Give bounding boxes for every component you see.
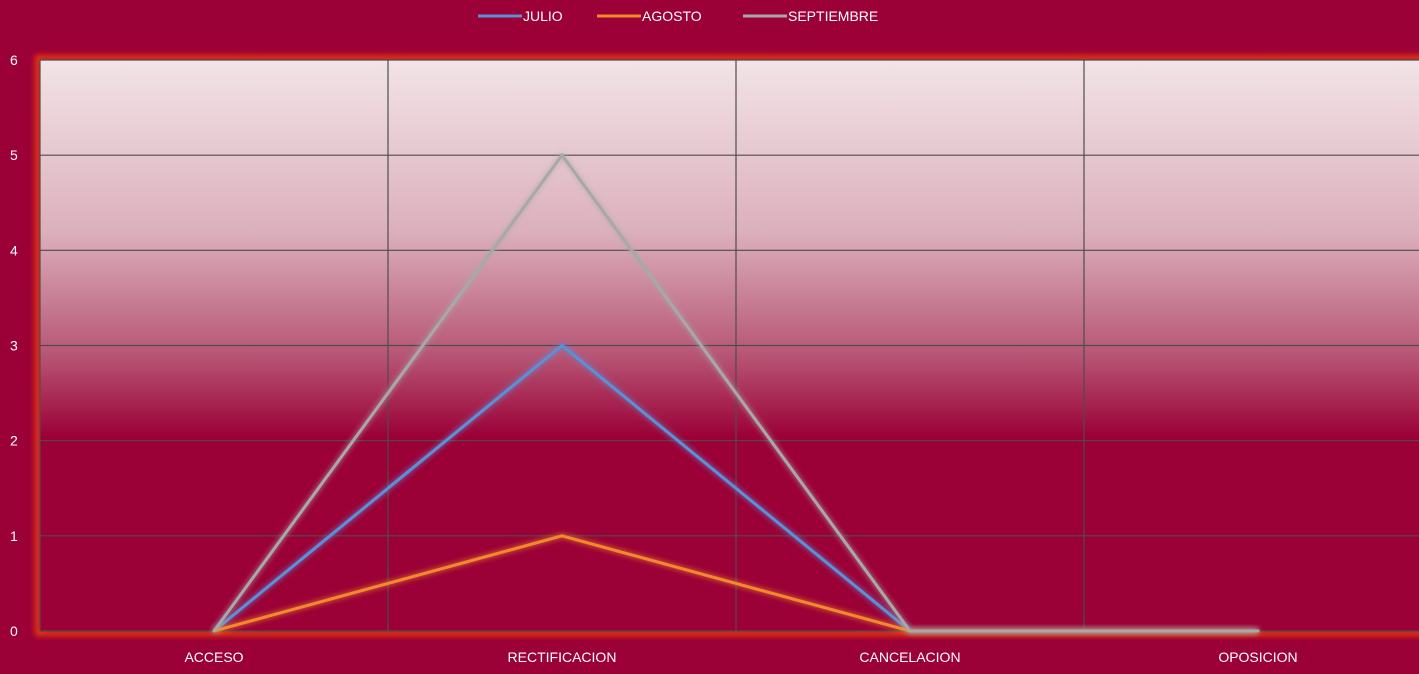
- y-tick-label: 5: [10, 147, 18, 163]
- y-tick-label: 4: [10, 242, 18, 258]
- x-axis: ACCESO RECTIFICACION CANCELACION OPOSICION: [184, 649, 1297, 665]
- gridlines: [39, 59, 1419, 632]
- y-tick-label: 1: [10, 528, 18, 544]
- y-axis: 0 1 2 3 4 5 6: [10, 52, 18, 639]
- series-line-septiembre: [212, 152, 1258, 633]
- data-point: [560, 534, 564, 538]
- y-tick-label: 3: [10, 338, 18, 354]
- data-point: [560, 153, 564, 157]
- legend-label: JULIO: [523, 8, 563, 24]
- y-tick-label: 6: [10, 52, 18, 68]
- x-tick-label: RECTIFICACION: [508, 649, 617, 665]
- y-tick-label: 2: [10, 433, 18, 449]
- series-lines: [212, 152, 1260, 633]
- x-tick-label: ACCESO: [184, 649, 243, 665]
- data-point: [212, 629, 216, 633]
- x-tick-label: OPOSICION: [1218, 649, 1297, 665]
- plot-area-glow: [35, 55, 1419, 636]
- legend-label: AGOSTO: [642, 8, 702, 24]
- legend-label: SEPTIEMBRE: [788, 8, 878, 24]
- data-point: [908, 629, 912, 633]
- x-tick-label: CANCELACION: [859, 649, 960, 665]
- data-point: [560, 344, 564, 347]
- y-tick-label: 0: [10, 623, 18, 639]
- legend: JULIO AGOSTO SEPTIEMBRE: [478, 8, 878, 24]
- data-point: [1256, 629, 1260, 633]
